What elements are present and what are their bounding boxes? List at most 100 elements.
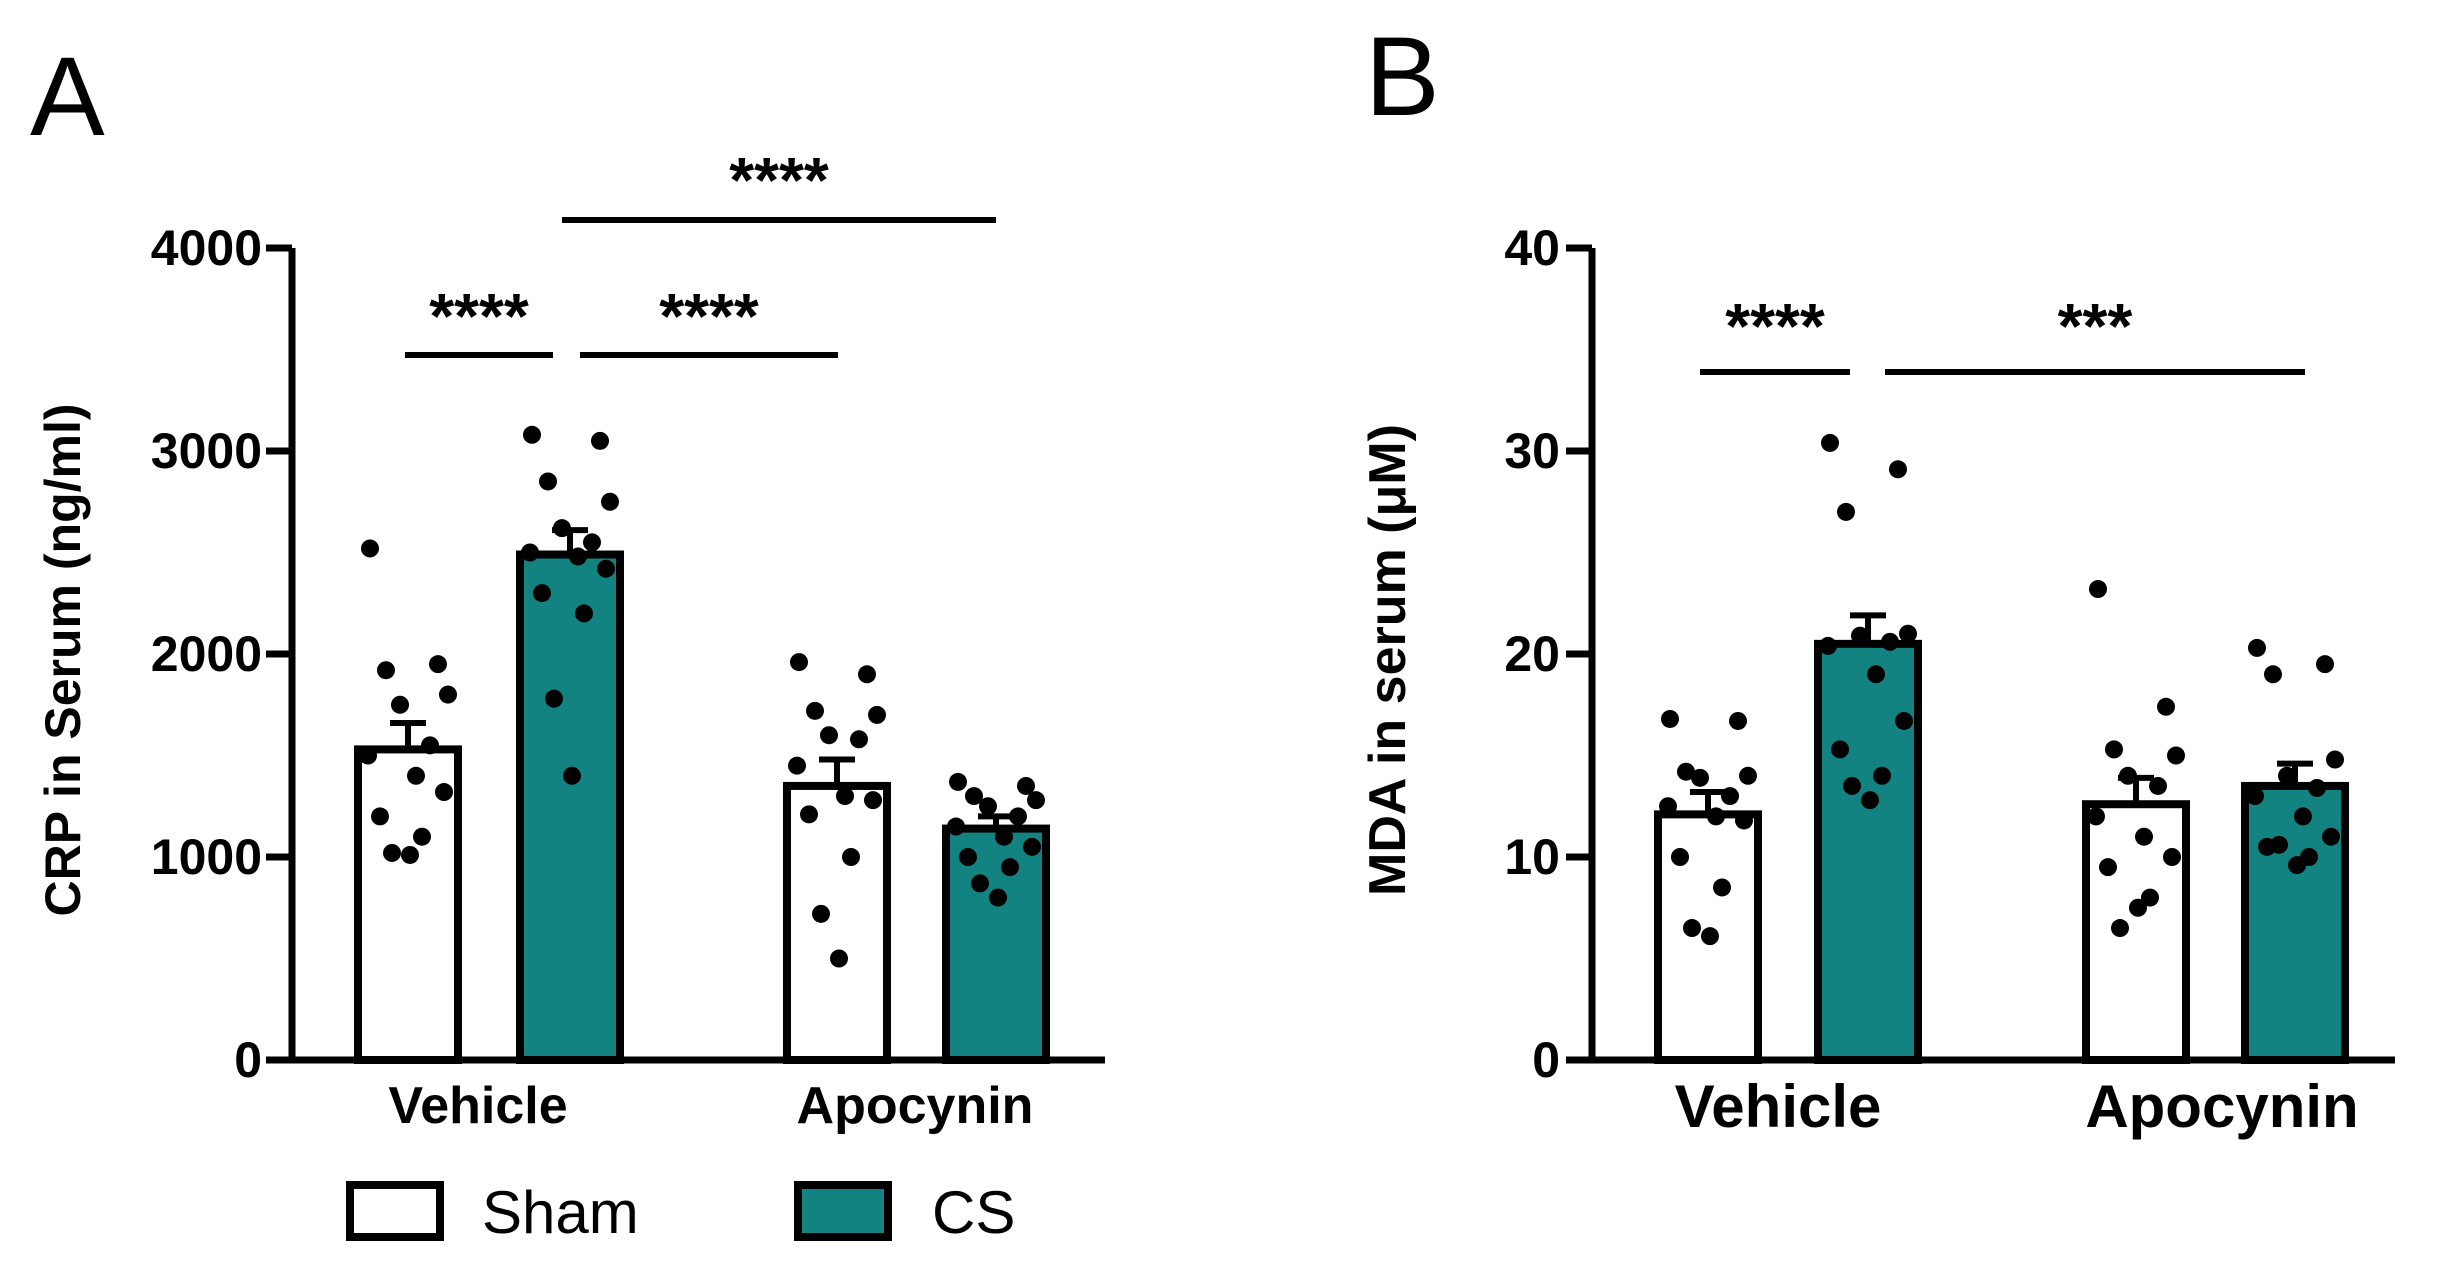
chart-b-point-apocynin-sham xyxy=(2089,580,2107,599)
chart-b-point-apocynin-cs xyxy=(2294,807,2312,826)
chart-b-y-axis-title: MDA in serum (μM) xyxy=(1359,424,1417,896)
chart-a-point-apocynin-cs xyxy=(1009,807,1027,826)
chart-a-x-category-label: Apocynin xyxy=(797,1077,1034,1135)
chart-a-point-apocynin-cs xyxy=(995,827,1013,846)
chart-b-point-apocynin-cs xyxy=(2322,827,2340,846)
chart-a-point-vehicle-sham xyxy=(439,685,457,704)
chart-a-point-apocynin-sham xyxy=(842,848,860,866)
chart-b-point-apocynin-sham xyxy=(2135,827,2153,846)
chart-b-point-apocynin-sham xyxy=(2099,858,2117,877)
chart-b-point-apocynin-sham xyxy=(2157,697,2175,716)
chart-b-y-tick-label: 40 xyxy=(1504,220,1560,276)
chart-a-point-apocynin-sham xyxy=(830,949,848,968)
chart-b-bar-vehicle-cs xyxy=(1814,639,1922,1064)
chart-a-point-vehicle-cs xyxy=(591,431,609,450)
chart-a-point-apocynin-sham xyxy=(788,756,806,775)
chart-a-point-apocynin-sham xyxy=(790,653,808,672)
panel-letter-a: A xyxy=(30,34,105,159)
chart-a-point-vehicle-sham xyxy=(361,539,379,558)
chart-b-point-vehicle-cs xyxy=(1861,791,1879,810)
chart-a-point-apocynin-sham xyxy=(806,701,824,720)
chart-b-point-vehicle-cs xyxy=(1821,433,1839,452)
chart-b-point-vehicle-sham xyxy=(1671,848,1689,866)
chart-b-point-apocynin-sham xyxy=(2149,776,2167,795)
chart-b-point-apocynin-cs xyxy=(2270,835,2288,854)
chart-b-bar-apocynin-cs xyxy=(2241,781,2349,1064)
chart-b-point-apocynin-sham xyxy=(2087,807,2105,826)
chart-a-bar-apocynin-sham xyxy=(783,781,891,1064)
chart-a-point-vehicle-cs xyxy=(545,689,563,708)
chart-a-point-vehicle-sham xyxy=(429,655,447,674)
chart-b-point-apocynin-sham xyxy=(2119,766,2137,785)
chart-a-significance-label: **** xyxy=(659,280,759,352)
chart-b-point-vehicle-cs xyxy=(1873,766,1891,785)
chart-b-bar-apocynin-sham xyxy=(2082,800,2190,1064)
chart-a-point-apocynin-cs xyxy=(971,874,989,893)
chart-a-y-tick-label: 4000 xyxy=(151,220,262,276)
chart-b-point-apocynin-cs xyxy=(2326,750,2344,769)
chart-a-point-apocynin-sham xyxy=(850,730,868,749)
chart-b-point-vehicle-sham xyxy=(1661,709,1679,728)
chart-a-point-vehicle-sham xyxy=(435,783,453,802)
chart-b-x-category-label: Vehicle xyxy=(1675,1073,1882,1140)
chart-a-point-apocynin-cs xyxy=(1023,837,1041,856)
chart-a-point-apocynin-cs xyxy=(965,787,983,806)
chart-b-point-vehicle-sham xyxy=(1659,797,1677,816)
chart-b-point-apocynin-cs xyxy=(2278,766,2296,785)
chart-b-point-vehicle-sham xyxy=(1707,807,1725,826)
chart-b-point-vehicle-cs xyxy=(1899,624,1917,643)
chart-a-bar-vehicle-cs xyxy=(516,550,624,1065)
chart-a-point-vehicle-cs xyxy=(539,472,557,491)
chart-a-y-tick-label: 3000 xyxy=(151,423,262,479)
chart-a-point-vehicle-cs xyxy=(569,547,587,566)
chart-b-significance-label: **** xyxy=(1725,290,1825,362)
chart-panel-b: MDA in serum (μM) 0 10 20 30 40 Vehicle Apocyni… xyxy=(1359,220,2395,1140)
chart-b-point-apocynin-cs xyxy=(2308,778,2326,797)
chart-a-point-apocynin-sham xyxy=(858,665,876,684)
chart-a-point-apocynin-sham xyxy=(864,791,882,810)
chart-a-point-vehicle-sham xyxy=(377,661,395,680)
legend-swatch-sham xyxy=(346,1181,444,1241)
chart-a-point-vehicle-sham xyxy=(383,843,401,862)
chart-a-point-apocynin-sham xyxy=(800,805,818,824)
chart-panel-a: CRP in Serum (ng/ml) 0 1000 2000 3000 4000 Veh… xyxy=(35,144,1105,1135)
chart-a-point-vehicle-cs xyxy=(575,604,593,623)
chart-b-point-vehicle-sham xyxy=(1729,711,1747,730)
chart-b-point-apocynin-sham xyxy=(2129,898,2147,917)
chart-b-point-vehicle-sham xyxy=(1683,919,1701,938)
chart-b-point-vehicle-sham xyxy=(1739,766,1757,785)
chart-a-point-vehicle-cs xyxy=(583,533,601,552)
chart-a-x-category-label: Vehicle xyxy=(388,1077,567,1135)
chart-a-significance-label: **** xyxy=(729,144,829,216)
chart-b-y-tick-label: 10 xyxy=(1504,829,1560,885)
chart-a-point-vehicle-sham xyxy=(401,845,419,864)
chart-b-point-apocynin-cs xyxy=(2264,665,2282,684)
chart-a-point-vehicle-cs xyxy=(521,543,539,562)
chart-b-point-apocynin-sham xyxy=(2163,848,2181,866)
chart-a-point-vehicle-cs xyxy=(563,766,581,785)
chart-b-point-apocynin-sham xyxy=(2105,740,2123,759)
chart-a-point-apocynin-cs xyxy=(949,772,967,791)
chart-b-point-vehicle-cs xyxy=(1843,776,1861,795)
chart-a-point-vehicle-cs xyxy=(553,519,571,538)
chart-a-point-apocynin-cs xyxy=(1001,858,1019,877)
chart-b-point-apocynin-sham xyxy=(2167,746,2185,765)
chart-a-point-vehicle-cs xyxy=(523,425,541,444)
chart-a-point-vehicle-sham xyxy=(359,746,377,765)
chart-a-point-apocynin-sham xyxy=(868,705,886,724)
chart-b-point-apocynin-cs xyxy=(2316,655,2334,674)
chart-b-y-tick-label: 20 xyxy=(1504,626,1560,682)
legend: Sham CS xyxy=(346,1179,1015,1246)
chart-b-point-apocynin-cs xyxy=(2248,638,2266,657)
chart-a-bar-vehicle-sham xyxy=(354,745,462,1064)
chart-b-point-vehicle-sham xyxy=(1677,762,1695,781)
chart-a-point-vehicle-sham xyxy=(407,766,425,785)
chart-b-point-vehicle-sham xyxy=(1691,768,1709,787)
chart-a-point-vehicle-cs xyxy=(601,492,619,511)
chart-a-point-apocynin-cs xyxy=(979,797,997,816)
chart-a-y-axis-title: CRP in Serum (ng/ml) xyxy=(35,403,91,916)
chart-b-point-vehicle-cs xyxy=(1895,711,1913,730)
chart-a-point-vehicle-cs xyxy=(533,584,551,603)
chart-a-point-apocynin-cs xyxy=(959,848,977,866)
